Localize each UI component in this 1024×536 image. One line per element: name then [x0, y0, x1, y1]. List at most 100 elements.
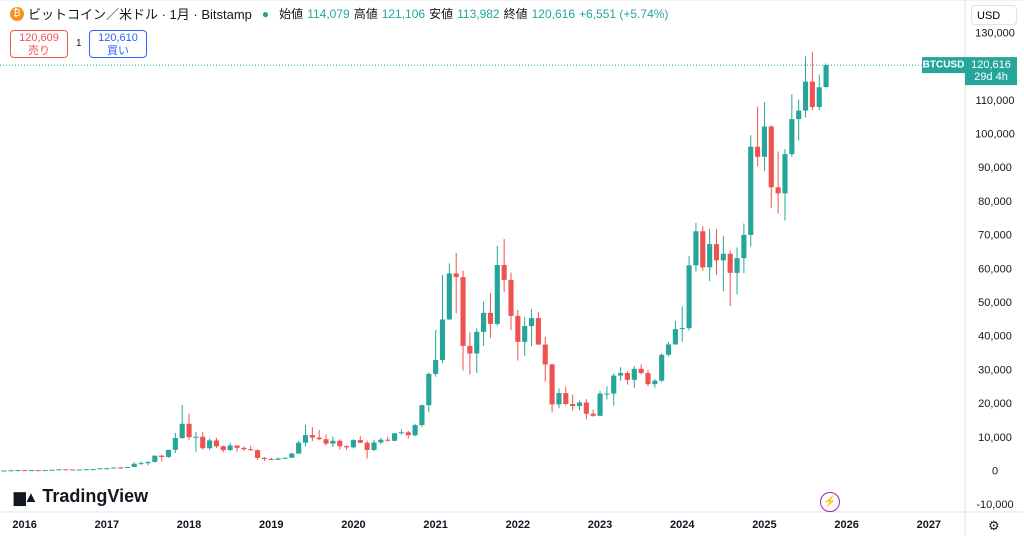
candle-body [755, 146, 761, 157]
candle-body [748, 146, 754, 235]
candle-body [42, 470, 48, 472]
sell-price: 120,609 [19, 32, 59, 44]
candle-body [398, 432, 404, 434]
candle-body [323, 439, 329, 444]
candle-body [474, 331, 480, 354]
candle-body [446, 273, 452, 320]
candle-body [172, 438, 178, 450]
ohlc-value: 121,106 [381, 6, 426, 21]
y-tick-label: 60,000 [978, 263, 1012, 275]
candle-body [213, 440, 220, 447]
y-tick-label: 20,000 [978, 398, 1012, 410]
candle-body [782, 154, 788, 194]
candle-body [159, 455, 165, 457]
x-tick-label: 2025 [752, 519, 776, 531]
x-tick-label: 2027 [917, 519, 941, 531]
candle-body [761, 126, 768, 157]
logo: ▆▲ TradingView [14, 486, 148, 507]
candle-body [611, 375, 617, 394]
quantity: 1 [76, 38, 82, 49]
candle-body [1, 470, 7, 472]
candle-body [412, 425, 418, 436]
candle-body [453, 273, 459, 278]
price-label: 120,616 [971, 59, 1011, 71]
candle-body [138, 463, 144, 465]
candle-body [659, 354, 665, 381]
x-tick-label: 2023 [588, 519, 612, 531]
candle-body [111, 467, 117, 469]
candle-body [316, 437, 322, 440]
candle-body [49, 469, 55, 471]
y-tick-label: 70,000 [978, 230, 1012, 242]
candle-body [28, 470, 35, 472]
sell-button[interactable]: 120,609 売り [10, 30, 68, 58]
candle-body [823, 65, 829, 88]
candle-body [707, 244, 713, 268]
y-tick-label: 130,000 [975, 27, 1015, 39]
candle-body [631, 368, 637, 380]
y-tick-label: 30,000 [978, 364, 1012, 376]
candle-body [590, 413, 596, 416]
candle-body [508, 279, 514, 316]
coin-icon: ₿ [10, 7, 24, 21]
x-tick-label: 2016 [12, 519, 36, 531]
x-tick-label: 2020 [341, 519, 365, 531]
candle-body [104, 468, 110, 470]
settings-icon[interactable]: ⚙ [988, 518, 1000, 533]
candle-body [131, 463, 137, 468]
ohlc-value: 120,616 [531, 6, 576, 21]
candle-body [405, 432, 411, 436]
candle-body [357, 440, 363, 443]
candle-body [652, 380, 658, 385]
candle-body [350, 440, 357, 448]
candle-body [391, 433, 398, 441]
candle-body [124, 467, 130, 469]
x-tick-label: 2017 [95, 519, 119, 531]
symbol-label-bg [922, 57, 965, 74]
header: ビットコイン／米ドル · 1月 · Bitstamp ● 始値 114,079 高… [28, 4, 668, 23]
currency-select[interactable]: USD [971, 5, 1017, 25]
candle-body [439, 319, 446, 360]
candle-body [309, 435, 315, 438]
logo-text: TradingView [42, 486, 149, 506]
price-label-bg [965, 57, 1017, 86]
candle-body [727, 253, 733, 273]
y-tick-label: 100,000 [975, 128, 1015, 140]
candle-body [467, 345, 473, 354]
y-tick-label: 90,000 [978, 162, 1012, 174]
candle-body [76, 469, 83, 471]
y-tick-label: 10,000 [978, 432, 1012, 444]
candle-body [638, 368, 644, 374]
x-tick-label: 2024 [670, 519, 695, 531]
candle-body [22, 470, 28, 472]
candle-body [645, 373, 651, 385]
candle-body [254, 450, 261, 458]
candle-body [289, 453, 295, 458]
candle-body [768, 126, 774, 188]
candle-body [775, 187, 781, 194]
candle-body [220, 446, 226, 451]
change: +6,551 (+5.74%) [579, 6, 669, 21]
candle-body [460, 277, 466, 346]
candle-body [542, 344, 548, 365]
candle-body [241, 447, 247, 450]
buy-button[interactable]: 120,610 買い [89, 30, 147, 58]
candle-body [248, 449, 254, 451]
candle-body [378, 439, 384, 443]
candle-body [624, 372, 631, 380]
candle-body [117, 467, 124, 469]
candle-body [672, 329, 678, 345]
candle-body [302, 435, 309, 443]
candle-body [700, 231, 706, 268]
candle-body [528, 318, 535, 327]
candle-body [549, 364, 555, 405]
candle-body [597, 393, 603, 416]
candle-body [152, 455, 158, 462]
symbol[interactable]: ビットコイン／米ドル · 1月 · Bitstamp [28, 7, 252, 22]
candle-body [741, 234, 747, 259]
candle-body [207, 440, 213, 449]
candle-body [337, 440, 343, 447]
candle-body [583, 402, 589, 414]
candle-body [145, 461, 151, 464]
alert-icon[interactable]: ⚡ [820, 492, 840, 512]
